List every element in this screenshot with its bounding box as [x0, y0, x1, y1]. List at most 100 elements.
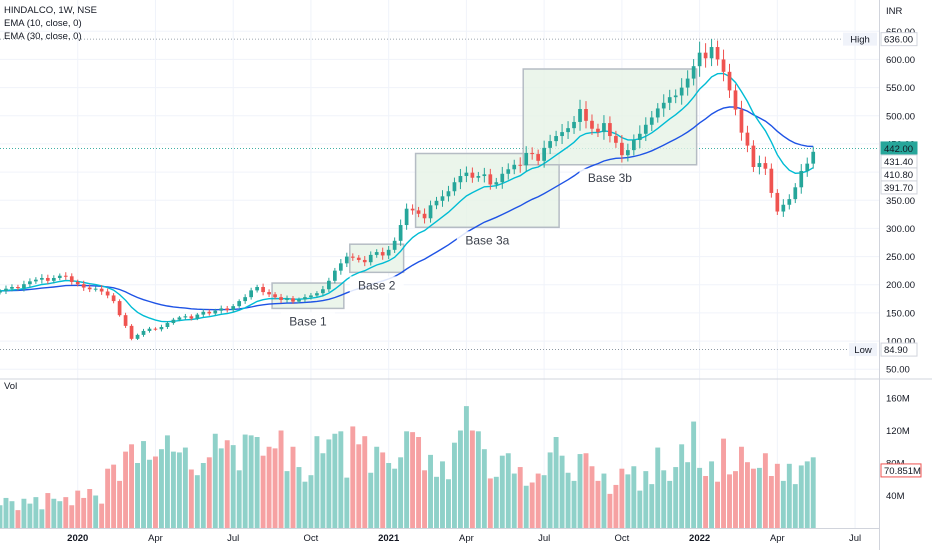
- time-tick-label: Jul: [849, 533, 861, 544]
- candle-body: [637, 133, 642, 140]
- candle: [153, 327, 158, 331]
- volume-bar: [158, 449, 164, 528]
- volume-bar: [117, 480, 123, 528]
- candle: [476, 171, 481, 182]
- candle-body: [476, 176, 481, 178]
- volume-bar: [182, 447, 188, 528]
- candle: [93, 286, 98, 292]
- candle: [291, 295, 295, 304]
- volume-bar: [0, 505, 3, 528]
- volume-last-tag-box: [880, 463, 922, 478]
- volume-bar: [727, 474, 732, 528]
- candle-body: [243, 297, 248, 302]
- candle-body: [315, 293, 319, 296]
- volume-bar: [57, 501, 63, 528]
- volume-bar: [326, 439, 332, 528]
- candle: [584, 101, 588, 129]
- candle: [506, 163, 511, 180]
- candle: [171, 317, 176, 325]
- volume-bar: [15, 510, 21, 528]
- volume-bar: [625, 474, 631, 528]
- price-tick-label: 600.00: [886, 55, 915, 66]
- candle: [207, 309, 212, 316]
- candle: [745, 125, 750, 153]
- candle-body: [745, 132, 750, 146]
- time-tick-label: 2021: [378, 533, 400, 544]
- candle: [440, 190, 445, 207]
- volume-bar: [649, 484, 655, 528]
- volume-tick-label: 40M: [886, 491, 905, 502]
- volume-bar: [679, 444, 685, 528]
- candle-body: [189, 316, 194, 319]
- volume-bar: [434, 476, 439, 528]
- volume-bar: [493, 476, 499, 528]
- candle: [261, 283, 265, 296]
- candle-body: [584, 109, 588, 121]
- volume-bar: [129, 444, 135, 528]
- candle-body: [4, 288, 8, 291]
- candle-body: [117, 301, 122, 316]
- candle-body: [548, 141, 552, 148]
- volume-bar: [637, 490, 643, 528]
- candle-body: [721, 59, 726, 72]
- volume-bar: [721, 438, 726, 528]
- candle: [530, 147, 535, 160]
- candle-body: [781, 204, 786, 212]
- candle-body: [404, 208, 409, 226]
- base-label-2: Base 2: [358, 278, 396, 292]
- volume-bar: [224, 440, 230, 528]
- level-value-low-box: [880, 342, 918, 357]
- candle: [213, 308, 218, 316]
- volume-bar: [481, 449, 487, 528]
- candle: [117, 299, 122, 317]
- candle-body: [261, 287, 265, 293]
- candle: [620, 135, 624, 163]
- volume-bar: [176, 452, 182, 528]
- volume-bar: [320, 453, 326, 528]
- volume-bar: [254, 437, 260, 528]
- candle: [715, 40, 720, 66]
- base-label-bg: [579, 168, 641, 186]
- candle: [458, 168, 463, 190]
- candle: [279, 293, 283, 304]
- volume-bar: [111, 464, 117, 528]
- volume-bar: [505, 453, 511, 528]
- volume-bar: [715, 481, 721, 528]
- chart-legend: HINDALCO, 1W, NSE EMA (10, close, 0) EMA…: [4, 4, 97, 43]
- price-tick-label: 150.00: [886, 308, 915, 319]
- candle-body: [255, 287, 259, 291]
- candle: [303, 294, 307, 303]
- candle: [249, 287, 253, 300]
- candle: [69, 273, 74, 285]
- volume-bar: [27, 503, 33, 528]
- volume-bar: [308, 475, 314, 528]
- candle-body: [213, 310, 218, 314]
- candle-body: [165, 323, 170, 327]
- candle-body: [111, 295, 116, 302]
- candle-body: [709, 47, 714, 59]
- candle-body: [524, 152, 529, 166]
- candle: [183, 313, 188, 320]
- volume-bar: [350, 426, 356, 528]
- candle-body: [799, 170, 804, 188]
- price-tags: High 636.00 Low 84.90 442.00 431.40 410.80 391.…: [843, 32, 922, 478]
- volume-bars[interactable]: [0, 406, 816, 528]
- candle: [57, 273, 62, 281]
- candle: [434, 196, 439, 210]
- base-label-bg: [280, 312, 335, 330]
- candle: [10, 284, 14, 292]
- candle-body: [512, 164, 517, 170]
- candles[interactable]: [0, 38, 816, 341]
- candle-body: [739, 109, 744, 133]
- volume-bar: [810, 457, 816, 528]
- candle: [709, 38, 714, 67]
- candle-body: [590, 120, 594, 129]
- candle-body: [470, 172, 475, 178]
- ema30-line: [0, 106, 814, 311]
- price-tick-label: 500.00: [886, 111, 915, 122]
- candle: [350, 253, 355, 261]
- candle-body: [93, 288, 98, 290]
- candle-body: [769, 168, 774, 193]
- volume-bar: [744, 462, 750, 528]
